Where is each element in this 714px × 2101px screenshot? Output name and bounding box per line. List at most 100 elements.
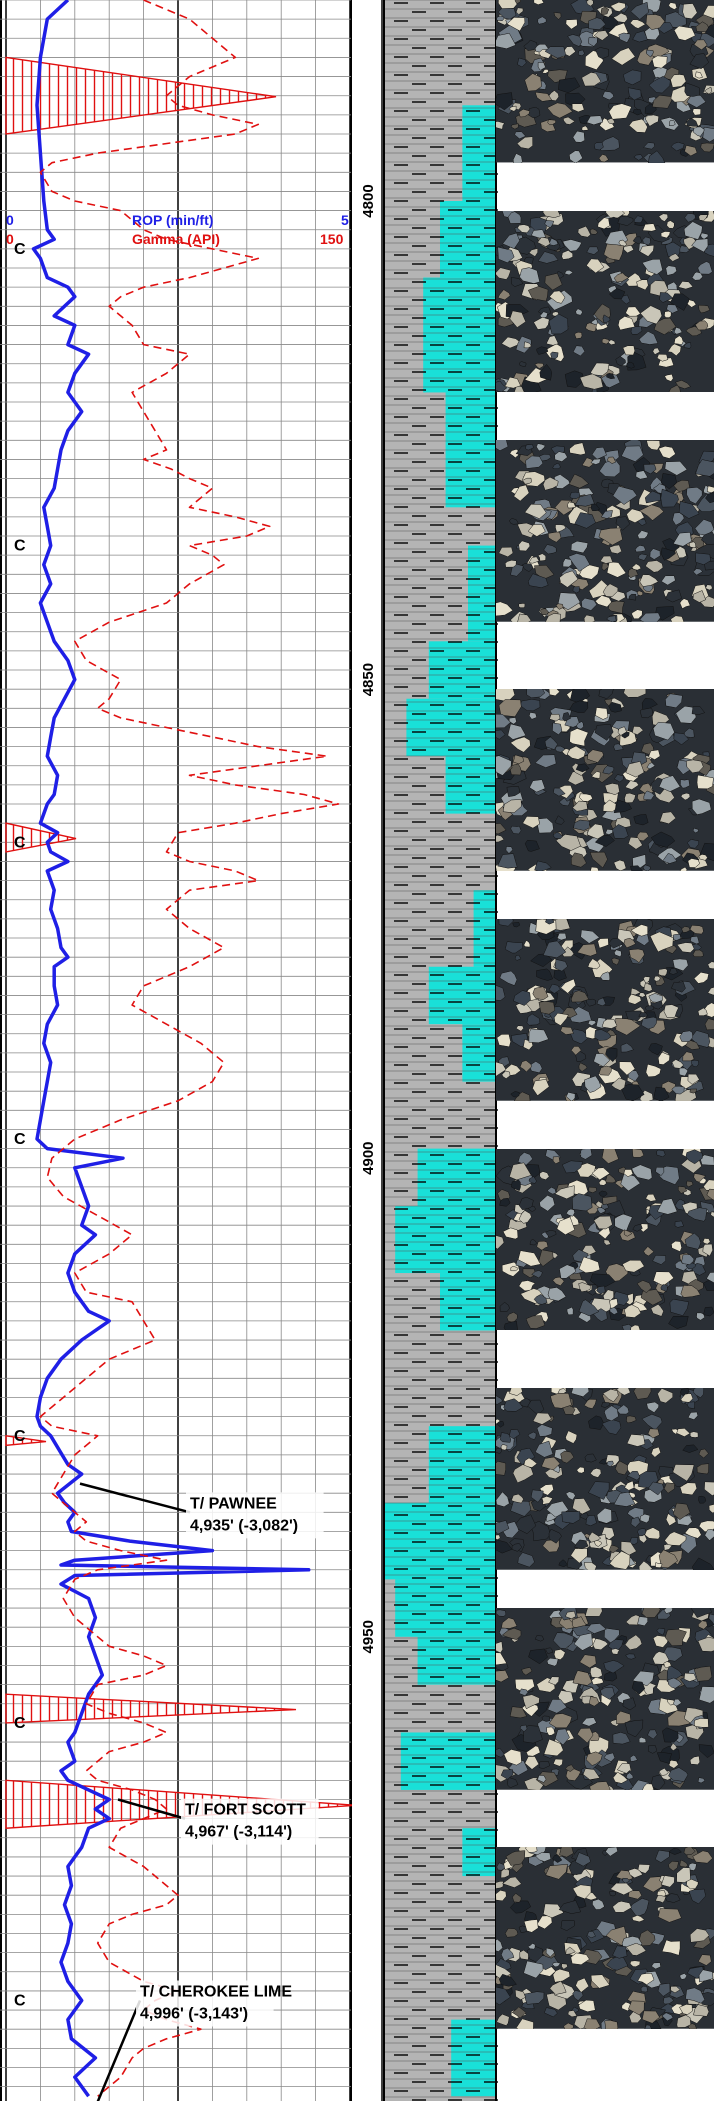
rock-chip bbox=[552, 831, 564, 840]
formation-leader-line bbox=[79, 1482, 191, 1514]
rock-chip bbox=[698, 1495, 707, 1504]
rock-chip bbox=[661, 2012, 674, 2022]
rock-chip bbox=[608, 702, 622, 713]
rock-chip bbox=[533, 0, 545, 5]
rock-chip bbox=[689, 1431, 699, 1438]
rock-chip bbox=[612, 12, 628, 23]
rock-chip bbox=[496, 1395, 503, 1405]
rock-chip bbox=[668, 252, 681, 262]
rock-chip bbox=[672, 933, 682, 941]
rock-chip bbox=[600, 7, 610, 16]
rock-chip bbox=[554, 815, 565, 825]
rock-chip bbox=[514, 131, 527, 140]
depth-label: 4850 bbox=[360, 663, 377, 696]
rock-chip bbox=[509, 1706, 527, 1719]
rock-chip bbox=[606, 561, 627, 578]
rock-chip bbox=[689, 924, 704, 935]
rock-chip bbox=[564, 370, 585, 388]
rock-chip bbox=[501, 336, 523, 348]
rock-chip bbox=[507, 723, 527, 740]
rock-chip bbox=[496, 1670, 510, 1683]
rock-chip bbox=[588, 1186, 597, 1193]
rock-chip bbox=[682, 1444, 699, 1453]
rock-chip bbox=[684, 145, 698, 157]
rock-chip bbox=[578, 1062, 588, 1072]
connection-marker: C bbox=[14, 538, 26, 555]
rock-chip bbox=[496, 1061, 507, 1077]
rock-chip bbox=[496, 1641, 503, 1654]
formation-top-name: T/ FORT SCOTT bbox=[185, 1802, 306, 1819]
rock-chip bbox=[612, 1771, 629, 1784]
rock-chip bbox=[568, 474, 590, 489]
limestone-interval bbox=[440, 201, 496, 278]
rock-chip bbox=[663, 1996, 674, 2005]
rock-chip bbox=[579, 564, 600, 580]
rock-chip bbox=[658, 775, 681, 793]
rock-chip bbox=[528, 573, 549, 589]
formation-top-name: T/ CHEROKEE LIME bbox=[140, 1983, 292, 2000]
rock-chip bbox=[603, 243, 625, 261]
rock-chip bbox=[576, 721, 584, 730]
rock-chip bbox=[532, 986, 549, 1000]
rock-chip bbox=[496, 985, 506, 1001]
rock-chip bbox=[523, 39, 538, 51]
rock-chip bbox=[499, 1301, 510, 1312]
rock-chip bbox=[539, 363, 553, 381]
rock-chip bbox=[538, 1761, 551, 1769]
rock-chip bbox=[581, 457, 595, 468]
rock-chip bbox=[583, 1562, 597, 1570]
rock-chip bbox=[518, 1196, 534, 1210]
rock-chip bbox=[661, 575, 676, 586]
rock-chip bbox=[496, 266, 512, 280]
rock-chip bbox=[519, 1059, 532, 1073]
rock-chip bbox=[672, 1464, 695, 1482]
rock-chip bbox=[638, 1560, 653, 1570]
rock-chip bbox=[665, 589, 683, 603]
rock-chip bbox=[577, 225, 591, 238]
rock-chip bbox=[496, 1862, 507, 1871]
rock-chip bbox=[503, 1320, 518, 1331]
limestone-interval bbox=[451, 2019, 496, 2097]
rock-chip bbox=[625, 1010, 642, 1022]
rock-chip bbox=[687, 1207, 708, 1222]
rock-chip bbox=[642, 1783, 655, 1790]
rock-chip bbox=[670, 1986, 681, 1994]
rock-chip bbox=[628, 993, 642, 1005]
rock-chip bbox=[598, 1065, 612, 1076]
rock-chip bbox=[498, 547, 514, 558]
rock-chip bbox=[707, 961, 714, 969]
rock-chip bbox=[647, 1729, 658, 1740]
rock-chip bbox=[704, 23, 714, 39]
rock-chip bbox=[695, 21, 710, 33]
rock-chip bbox=[536, 1423, 553, 1437]
rock-chip bbox=[677, 1185, 688, 1194]
rock-chip bbox=[501, 1070, 511, 1079]
rock-chip bbox=[543, 1738, 564, 1757]
rock-chip bbox=[692, 949, 704, 957]
rock-chip bbox=[637, 1864, 651, 1875]
rock-chip bbox=[578, 2000, 596, 2013]
rock-chip bbox=[698, 304, 711, 313]
rock-chip bbox=[643, 982, 653, 992]
rock-chip bbox=[498, 918, 514, 927]
rock-chip bbox=[641, 258, 663, 275]
formation-leader-line bbox=[96, 2000, 142, 2101]
rock-chip bbox=[496, 729, 506, 740]
rock-chip bbox=[508, 717, 517, 725]
formation-top-depth: 4,967' (-3,114') bbox=[185, 1824, 292, 1841]
rock-chip bbox=[531, 1269, 543, 1278]
cuttings-photo-sample-8 bbox=[496, 1608, 714, 1790]
rock-chip bbox=[657, 1908, 682, 1923]
rock-chip bbox=[675, 379, 692, 389]
rock-chip bbox=[579, 373, 604, 390]
rock-chip bbox=[642, 236, 651, 246]
rock-chip bbox=[646, 1401, 660, 1413]
rock-chip bbox=[624, 1480, 635, 1491]
rock-chip bbox=[588, 1415, 604, 1430]
rock-chip bbox=[630, 1324, 641, 1331]
rock-chip bbox=[496, 440, 509, 452]
rock-chip bbox=[612, 1945, 628, 1959]
rock-chip bbox=[612, 486, 638, 506]
rock-chip bbox=[692, 1850, 713, 1864]
rock-chip bbox=[504, 941, 523, 954]
